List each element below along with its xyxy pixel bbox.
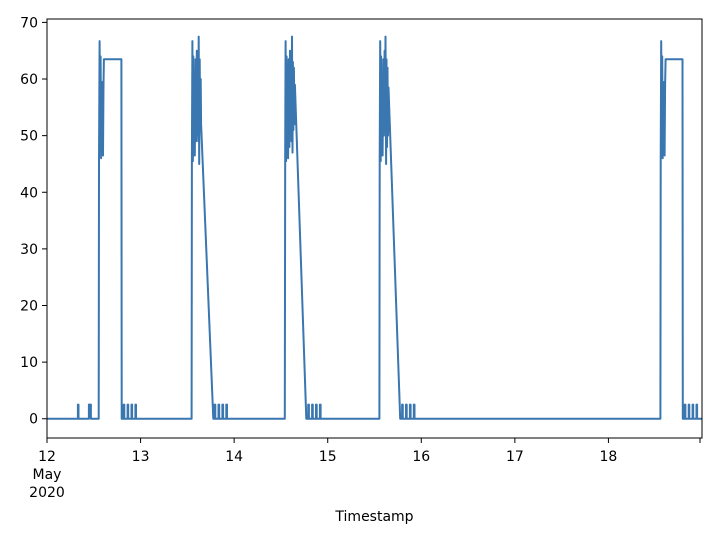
x-axis-label: Timestamp: [334, 509, 413, 525]
y-tick-label: 30: [20, 242, 38, 258]
x-tick-label: 18: [600, 449, 618, 465]
y-axis-ticks: 0 10 20 30 40 50 60 70: [20, 15, 47, 428]
y-tick-label: 0: [29, 412, 38, 428]
x-tick-label: 15: [319, 449, 337, 465]
y-tick-label: 10: [20, 355, 38, 371]
y-tick-label: 40: [20, 185, 38, 201]
x-tick-label: May: [33, 467, 62, 483]
x-tick-label: 2020: [29, 485, 65, 501]
x-tick-label: 17: [506, 449, 524, 465]
y-tick-label: 70: [20, 15, 38, 31]
x-tick-label: 14: [225, 449, 243, 465]
y-tick-label: 50: [20, 129, 38, 145]
x-tick-label: 16: [412, 449, 430, 465]
x-axis-ticks: 12 May 2020 13 14 15 16 17 18: [29, 438, 701, 501]
y-tick-label: 20: [20, 299, 38, 315]
x-tick-label: 13: [132, 449, 150, 465]
plot-frame: [46, 18, 703, 439]
y-tick-label: 60: [20, 72, 38, 88]
series-line: [47, 35, 702, 420]
x-tick-label: 12: [38, 449, 56, 465]
